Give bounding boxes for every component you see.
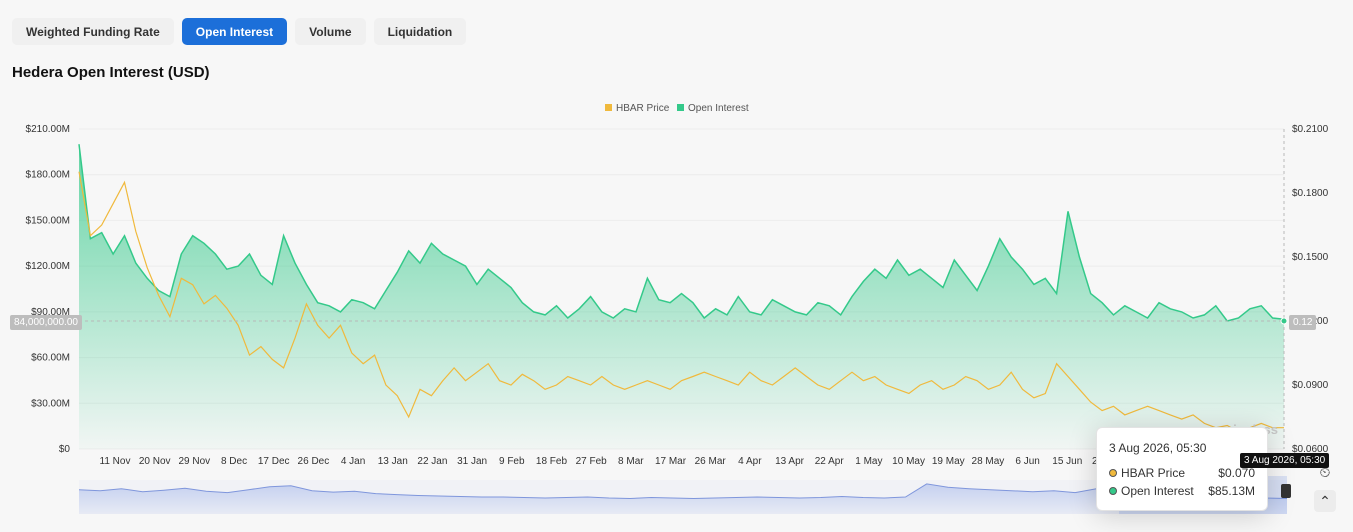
y-left-tick-label: $60.00M bbox=[31, 353, 70, 364]
x-tick-label: 20 Nov bbox=[139, 456, 171, 467]
tooltip-value: $0.070 bbox=[1218, 466, 1255, 480]
x-tick-label: 8 Mar bbox=[618, 456, 644, 467]
tooltip-row-oi: Open Interest $85.13M bbox=[1109, 484, 1255, 498]
x-tick-label: 31 Jan bbox=[457, 456, 487, 467]
y-left-tick-label: $210.00M bbox=[26, 124, 70, 135]
x-tick-label: 9 Feb bbox=[499, 456, 525, 467]
x-tick-label: 19 May bbox=[932, 456, 965, 467]
y-right-tick-label: $0.0600 bbox=[1292, 444, 1329, 455]
x-tick-label: 17 Dec bbox=[258, 456, 290, 467]
x-tick-label: 1 May bbox=[855, 456, 882, 467]
x-tick-label: 22 Jan bbox=[417, 456, 447, 467]
metric-tabs: Weighted Funding Rate Open Interest Volume… bbox=[12, 18, 467, 45]
x-tick-label: 18 Feb bbox=[536, 456, 568, 467]
y-left-tick-label: $30.00M bbox=[31, 398, 70, 409]
y-right-tick-label: $0.0900 bbox=[1292, 380, 1329, 391]
x-tick-label: 27 Feb bbox=[576, 456, 608, 467]
y-left-tick-label: $90.00M bbox=[31, 307, 70, 318]
tooltip-label: HBAR Price bbox=[1121, 466, 1186, 480]
navigator-area bbox=[79, 483, 1287, 514]
x-tick-label: 28 May bbox=[972, 456, 1005, 467]
oi-dot-icon bbox=[1109, 487, 1117, 495]
crosshair-point bbox=[1280, 317, 1288, 325]
x-tick-label: 17 Mar bbox=[655, 456, 687, 467]
y-left-tick-label: $120.00M bbox=[26, 261, 70, 272]
tooltip-value: $85.13M bbox=[1208, 484, 1255, 498]
x-tick-label: 11 Nov bbox=[100, 456, 131, 467]
crosshair-y-right-label: 0.12 bbox=[1289, 315, 1317, 330]
x-tick-label: 8 Dec bbox=[221, 456, 247, 467]
open-interest-line bbox=[78, 144, 1285, 322]
tab-weighted-funding-rate[interactable]: Weighted Funding Rate bbox=[12, 18, 174, 45]
tooltip-row-price: HBAR Price $0.070 bbox=[1109, 466, 1255, 480]
legend-swatch bbox=[605, 104, 612, 111]
legend-swatch bbox=[677, 104, 684, 111]
y-left-tick-label: $0 bbox=[59, 444, 71, 455]
chart-panel: HBAR Price Open Interest $0 $30.00M $60.00M $… bbox=[0, 88, 1353, 532]
tooltip-label: Open Interest bbox=[1121, 484, 1194, 498]
y-right-tick-label: $0.2100 bbox=[1292, 124, 1329, 135]
price-dot-icon bbox=[1109, 469, 1117, 477]
y-right-tick-label: $0.1800 bbox=[1292, 188, 1329, 199]
hbar-price-line bbox=[78, 171, 1284, 433]
x-tick-label: 22 Apr bbox=[815, 456, 845, 467]
legend-label: Open Interest bbox=[688, 103, 749, 114]
crosshair-y-left-label: 84,000,000.00 bbox=[10, 315, 82, 330]
crosshair-x-label: 3 Aug 2026, 05:30 bbox=[1240, 453, 1330, 468]
navigator-line bbox=[78, 483, 1288, 500]
y-left-tick-label: $180.00M bbox=[26, 170, 70, 181]
y-right-tick-label: $0.1500 bbox=[1292, 252, 1329, 263]
x-tick-label: 4 Jan bbox=[341, 456, 365, 467]
x-tick-label: 6 Jun bbox=[1015, 456, 1039, 467]
x-tick-label: 13 Jan bbox=[378, 456, 408, 467]
tooltip-date: 3 Aug 2026, 05:30 bbox=[1109, 441, 1207, 455]
x-tick-label: 4 Apr bbox=[738, 456, 762, 467]
x-tick-label: 26 Mar bbox=[695, 456, 727, 467]
navigator-handle-right[interactable] bbox=[1281, 484, 1291, 498]
collapse-up-icon[interactable]: ⌃ bbox=[1314, 490, 1336, 512]
page-title: Hedera Open Interest (USD) bbox=[12, 64, 210, 81]
y-left-tick-label: $150.00M bbox=[26, 215, 70, 226]
x-tick-label: 29 Nov bbox=[179, 456, 211, 467]
open-interest-area bbox=[79, 144, 1284, 449]
reset-zoom-icon[interactable]: ⏲ bbox=[1319, 463, 1331, 480]
chart-tooltip: 3 Aug 2026, 05:30 HBAR Price $0.070 Open… bbox=[1096, 427, 1268, 511]
tab-volume[interactable]: Volume bbox=[295, 18, 366, 45]
tab-open-interest[interactable]: Open Interest bbox=[181, 18, 288, 45]
legend-label: HBAR Price bbox=[616, 103, 670, 114]
x-tick-label: 26 Dec bbox=[298, 456, 330, 467]
tab-liquidation[interactable]: Liquidation bbox=[373, 18, 467, 45]
x-tick-label: 13 Apr bbox=[775, 456, 805, 467]
x-tick-label: 15 Jun bbox=[1052, 456, 1082, 467]
x-tick-label: 10 May bbox=[892, 456, 925, 467]
